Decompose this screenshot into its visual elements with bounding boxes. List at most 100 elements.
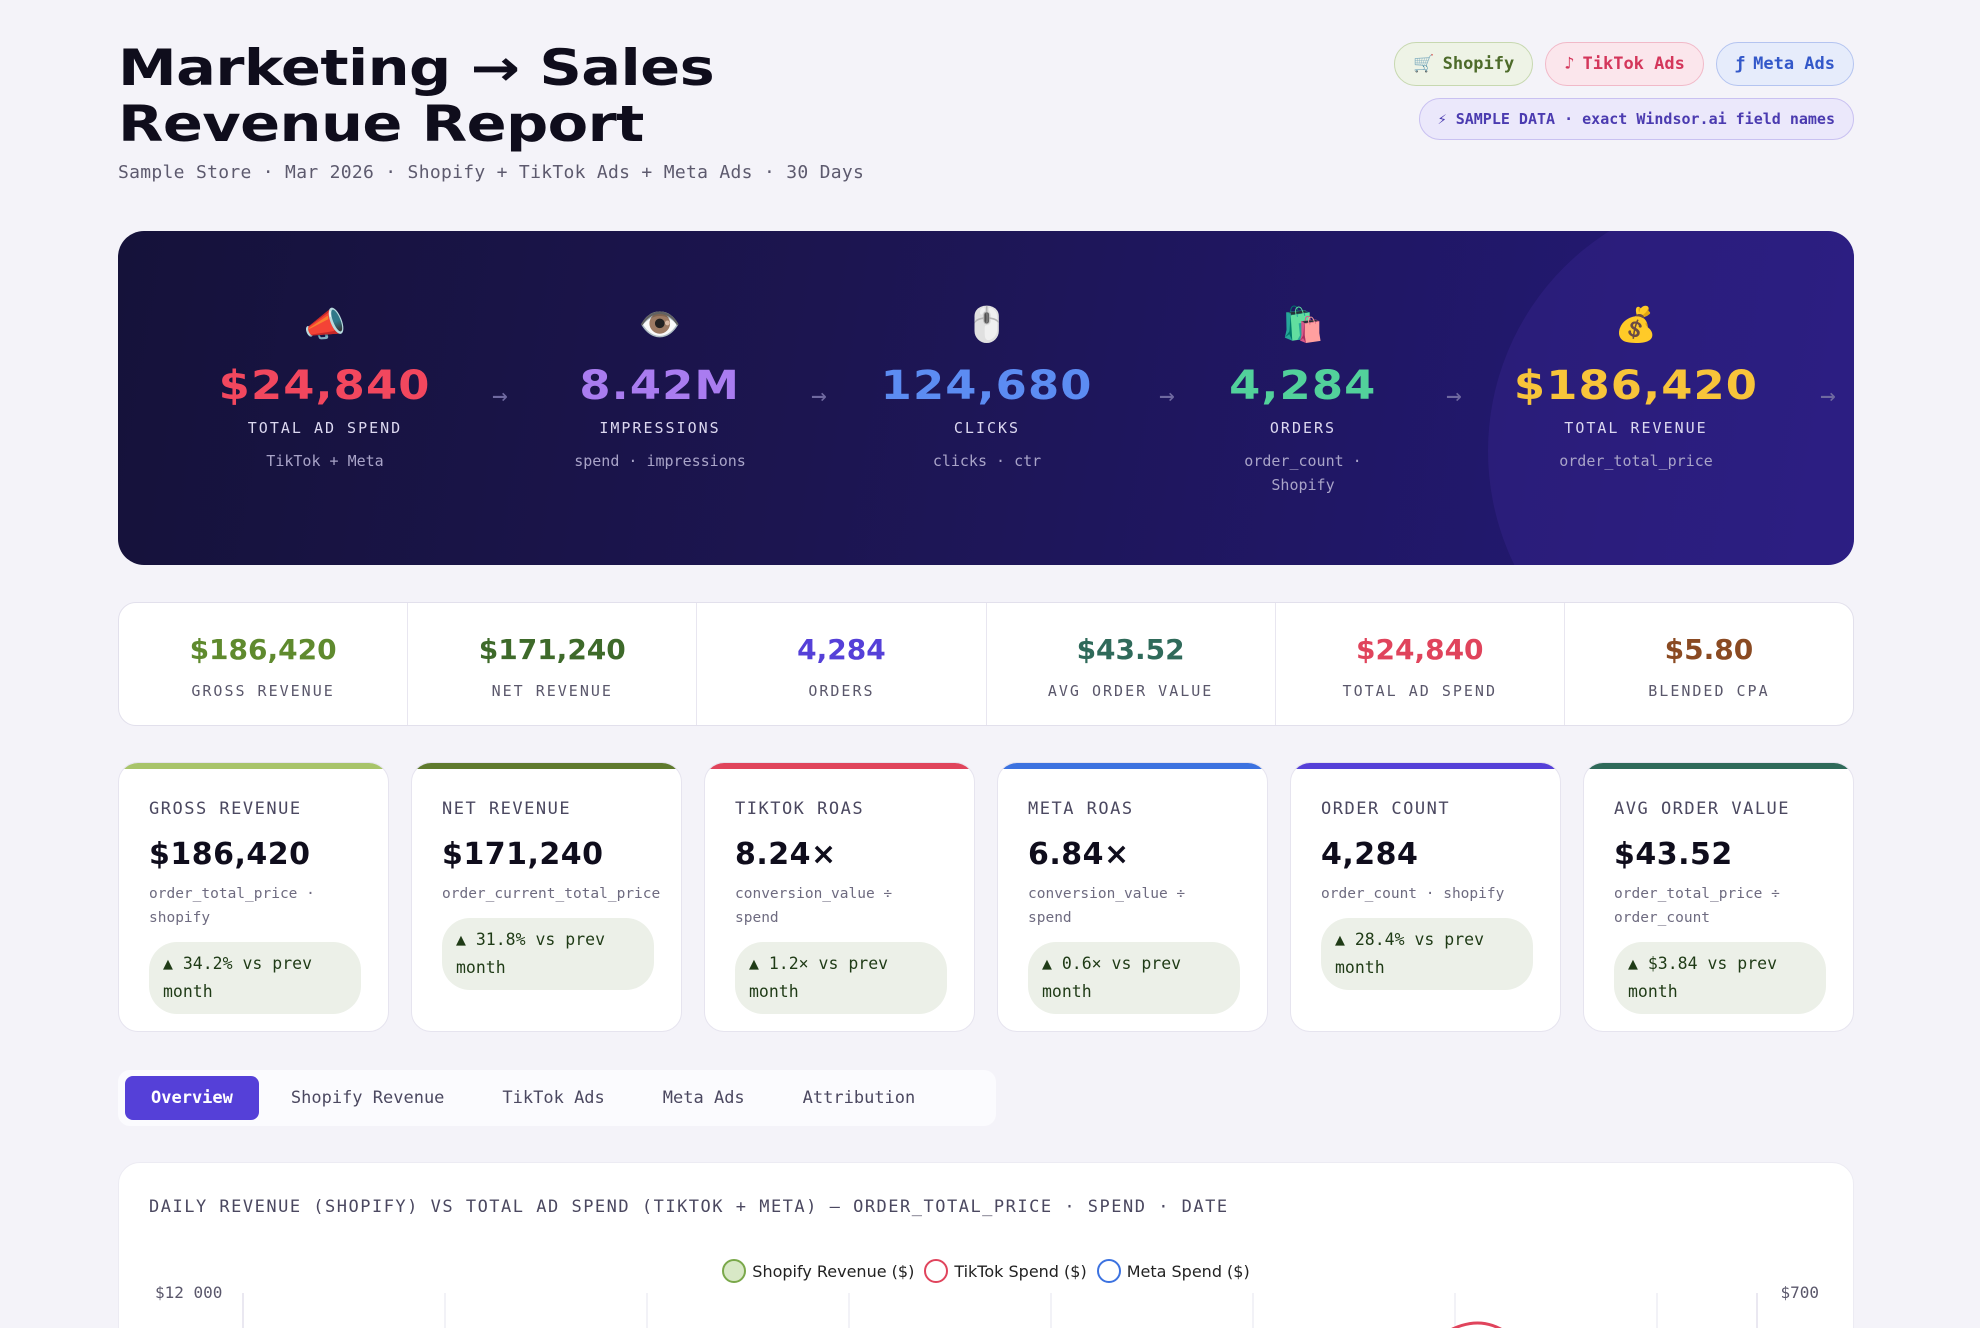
summary-value: $5.80 (1664, 633, 1754, 666)
page-subtitle: Sample Store · Mar 2026 · Shopify + TikT… (118, 162, 865, 183)
funnel-emoji-icon: 💰 (1614, 305, 1658, 345)
funnel-hero: 📣 $24,840 TOTAL AD SPEND TikTok + Meta → 👁️ 8.… (118, 231, 1854, 565)
legend-label: Meta Spend ($) (1126, 1261, 1250, 1281)
kpi-accent-bar (119, 763, 388, 769)
funnel-sub: spend · impressions (574, 452, 746, 470)
kpi-formula: conversion_value ÷ spend (735, 886, 893, 926)
summary-value: $24,840 (1356, 633, 1484, 666)
kpi-cards: GROSS REVENUE $186,420 order_total_price ·… (118, 762, 1854, 1032)
funnel-step: 📣 $24,840 TOTAL AD SPEND TikTok + Meta (175, 301, 475, 473)
funnel-emoji-icon: 🖱️ (965, 305, 1009, 345)
kpi-label: NET REVENUE (442, 799, 572, 819)
funnel-sub: order_total_price (1559, 452, 1713, 470)
funnel-step: 🛍️ 4,284 ORDERS order_count · Shopify (1153, 301, 1453, 497)
kpi-value: $171,240 (442, 837, 604, 872)
summary-value: $171,240 (478, 633, 626, 666)
funnel: 📣 $24,840 TOTAL AD SPEND TikTok + Meta → 👁️ 8.… (118, 231, 1854, 565)
funnel-value: 8.42M (579, 363, 741, 409)
meta-pill-label: Meta Ads (1753, 54, 1835, 74)
funnel-value: $24,840 (219, 363, 431, 409)
kpi-delta-badge: ▲ 28.4% vs prev month (1321, 918, 1533, 990)
funnel-emoji-icon: 👁️ (638, 305, 682, 345)
shopify-pill[interactable]: 🛒 Shopify (1394, 42, 1534, 86)
funnel-emoji-icon: 📣 (303, 305, 347, 345)
summary-label: GROSS REVENUE (191, 682, 335, 700)
tiktok-pill-label: TikTok Ads (1582, 54, 1685, 74)
kpi-accent-bar (998, 763, 1267, 769)
facebook-icon: ƒ (1734, 54, 1746, 74)
funnel-step: 👁️ 8.42M IMPRESSIONS spend · impressions (510, 301, 810, 473)
funnel-value: 124,680 (881, 363, 1093, 409)
summary-value: $43.52 (1076, 633, 1185, 666)
kpi-value: $43.52 (1614, 837, 1733, 872)
summary-value: $186,420 (189, 633, 337, 666)
chart-panel: DAILY REVENUE (SHOPIFY) VS TOTAL AD SPEN… (118, 1162, 1854, 1328)
funnel-value: $186,420 (1513, 363, 1759, 409)
kpi-card: GROSS REVENUE $186,420 order_total_price ·… (118, 762, 389, 1032)
chart-title: DAILY REVENUE (SHOPIFY) VS TOTAL AD SPEN… (149, 1197, 1229, 1217)
funnel-label: CLICKS (953, 419, 1021, 437)
music-note-icon: ♪ (1564, 54, 1575, 74)
funnel-arrow-icon: → (1159, 381, 1175, 411)
funnel-label: ORDERS (1269, 419, 1337, 437)
hero-glow (1488, 231, 1854, 565)
kpi-delta-badge: ▲ 31.8% vs prev month (442, 918, 654, 990)
tab-bar: Overview Shopify Revenue TikTok Ads Meta Ad… (118, 1070, 996, 1126)
funnel-step: 🖱️ 124,680 CLICKS clicks · ctr (837, 301, 1137, 473)
tab-overview[interactable]: Overview (125, 1076, 259, 1120)
y-left-tick-top: $12 000 (155, 1283, 223, 1302)
sample-data-badge: ⚡ SAMPLE DATA · exact Windsor.ai field n… (1418, 98, 1854, 140)
kpi-accent-bar (1291, 763, 1560, 769)
page-title: Marketing → Sales Revenue Report (118, 40, 850, 152)
summary-label: TOTAL AD SPEND (1342, 682, 1497, 700)
summary-label: ORDERS (808, 682, 875, 700)
summary-cell: $5.80 BLENDED CPA (1565, 603, 1853, 725)
kpi-label: AVG ORDER VALUE (1614, 799, 1791, 819)
summary-cell: $186,420 GROSS REVENUE (119, 603, 409, 725)
summary-label: BLENDED CPA (1648, 682, 1770, 700)
legend-item[interactable]: Meta Spend ($) (1096, 1259, 1250, 1283)
kpi-formula: order_total_price ÷ order_count (1614, 886, 1780, 926)
funnel-arrow-icon: → (1446, 381, 1462, 411)
kpi-card: AVG ORDER VALUE $43.52 order_total_price ÷… (1583, 762, 1854, 1032)
funnel-label: TOTAL AD SPEND (247, 419, 403, 437)
summary-label: AVG ORDER VALUE (1047, 682, 1214, 700)
funnel-sub: clicks · ctr (932, 452, 1042, 470)
funnel-label: IMPRESSIONS (599, 419, 721, 437)
funnel-step: 💰 $186,420 TOTAL REVENUE order_total_price (1486, 301, 1786, 473)
chart-legend: Shopify Revenue ($) TikTok Spend ($) Meta … (119, 1259, 1853, 1283)
summary-value: 4,284 (797, 633, 886, 666)
kpi-value: 4,284 (1321, 837, 1419, 872)
chart-plot (242, 1293, 1758, 1328)
kpi-label: META ROAS (1028, 799, 1134, 819)
page-title-line2: Revenue Report (118, 95, 644, 153)
tab-shopify-revenue[interactable]: Shopify Revenue (290, 1088, 445, 1108)
legend-label: TikTok Spend ($) (954, 1261, 1087, 1281)
kpi-formula: order_current_total_price (442, 886, 661, 902)
kpi-card: NET REVENUE $171,240 order_current_total_p… (411, 762, 682, 1032)
tiktok-pill[interactable]: ♪ TikTok Ads (1545, 42, 1704, 86)
funnel-arrow-icon: → (811, 381, 827, 411)
kpi-delta-badge: ▲ 34.2% vs prev month (149, 942, 361, 1014)
tab-meta-ads[interactable]: Meta Ads (662, 1088, 745, 1108)
funnel-arrow-icon: → (492, 381, 508, 411)
kpi-card: ORDER COUNT 4,284 order_count · shopify ▲ 2… (1290, 762, 1561, 1032)
legend-item[interactable]: TikTok Spend ($) (924, 1259, 1087, 1283)
plot-gridlines (444, 1293, 1658, 1328)
summary-cell: $43.52 AVG ORDER VALUE (987, 603, 1276, 725)
tab-tiktok-ads[interactable]: TikTok Ads (502, 1088, 605, 1108)
meta-pill[interactable]: ƒ Meta Ads (1715, 42, 1854, 86)
tab-attribution[interactable]: Attribution (802, 1088, 916, 1108)
funnel-arrow-icon: → (1820, 381, 1836, 411)
summary-cell: $171,240 NET REVENUE (408, 603, 698, 725)
summary-strip: $186,420 GROSS REVENUE $171,240 NET REVENUE… (118, 602, 1854, 726)
summary-cell: 4,284 ORDERS (697, 603, 987, 725)
kpi-value: 8.24× (735, 837, 837, 872)
summary-cell: $24,840 TOTAL AD SPEND (1276, 603, 1565, 725)
cart-icon: 🛒 (1413, 54, 1435, 74)
report-header: Marketing → Sales Revenue Report Sample … (118, 40, 1854, 200)
kpi-delta-badge: ▲ $3.84 vs prev month (1614, 942, 1826, 1014)
legend-swatch (1096, 1259, 1121, 1283)
kpi-value: $186,420 (149, 837, 311, 872)
legend-item[interactable]: Shopify Revenue ($) (722, 1259, 914, 1283)
